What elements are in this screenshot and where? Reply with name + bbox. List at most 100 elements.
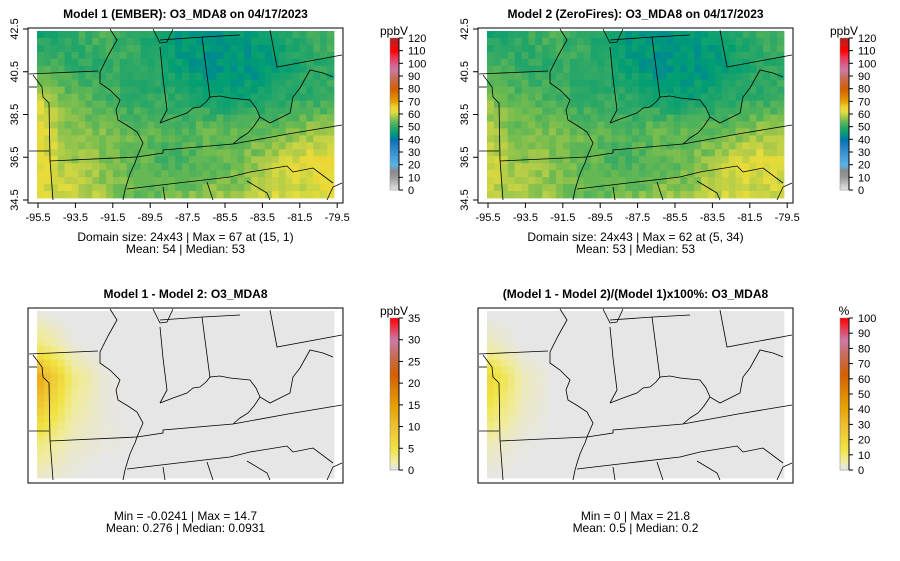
heat-cell: [292, 338, 300, 347]
heat-cell: [742, 415, 750, 423]
heat-cell: [195, 366, 204, 375]
heat-cell: [583, 142, 592, 150]
heat-cell: [292, 394, 300, 402]
heat-cell: [714, 317, 723, 326]
heat-cell: [119, 380, 128, 388]
heat-cell: [57, 51, 66, 60]
heat-cell: [244, 345, 252, 354]
heat-cell: [742, 100, 750, 108]
colorbar-segment: [840, 134, 849, 136]
heat-cell: [78, 352, 86, 361]
heat-cell: [133, 311, 142, 319]
heat-cell: [278, 107, 287, 115]
heat-cell: [728, 317, 737, 326]
heat-cell: [37, 65, 45, 74]
heat-cell: [666, 345, 674, 354]
heat-cell: [694, 436, 702, 444]
heat-cell: [161, 93, 169, 101]
heat-cell: [133, 142, 142, 150]
heat-cell: [763, 65, 771, 74]
heat-cell: [514, 359, 522, 368]
heat-cell: [237, 471, 245, 479]
heat-cell: [230, 352, 238, 361]
heat-cell: [583, 394, 592, 402]
colorbar-segment: [840, 48, 849, 50]
chart-title: (Model 1 - Model 2)/(Model 1)x100%: O3_M…: [503, 287, 769, 301]
heat-cell: [327, 450, 335, 458]
heat-cell: [161, 156, 169, 164]
heat-cell: [258, 380, 266, 388]
heat-cell: [542, 31, 550, 39]
heat-cell: [306, 191, 314, 199]
heat-cell: [728, 65, 737, 74]
heat-cell: [230, 359, 238, 368]
colorbar-segment: [390, 344, 399, 347]
heat-cell: [528, 149, 536, 157]
heat-cell: [244, 443, 252, 451]
heat-cell: [728, 380, 737, 388]
heat-cell: [687, 86, 695, 95]
heat-cell: [680, 107, 688, 115]
heat-cell: [292, 317, 300, 326]
colorbar-segment: [840, 321, 849, 324]
colorbar-segment: [390, 468, 399, 471]
heat-cell: [562, 464, 571, 472]
heat-cell: [590, 345, 598, 354]
heat-cell: [493, 44, 502, 53]
colorbar-segment: [840, 349, 849, 352]
heat-cell: [618, 317, 626, 326]
heat-cell: [43, 366, 52, 375]
heat-cell: [285, 128, 293, 136]
heat-cell: [140, 114, 148, 122]
heat-cell: [604, 100, 612, 108]
heat-cell: [645, 387, 654, 395]
heat-cell: [85, 58, 93, 67]
heat-cell: [237, 191, 245, 199]
heat-cell: [78, 422, 86, 430]
heat-cell: [92, 191, 100, 199]
heat-cell: [175, 44, 183, 53]
heat-cell: [99, 191, 107, 199]
heat-cell: [209, 93, 217, 101]
heat-cell: [493, 471, 502, 479]
colorbar-tick-label: 35: [408, 313, 420, 325]
heat-cell: [652, 464, 661, 472]
heat-cell: [618, 380, 626, 388]
heat-cell: [195, 408, 204, 416]
heat-cell: [749, 31, 757, 39]
colorbar-segment: [390, 438, 399, 440]
heat-cell: [285, 58, 293, 67]
heat-cell: [763, 311, 771, 319]
heat-cell: [175, 359, 183, 368]
heat-cell: [763, 72, 771, 81]
heat-cell: [223, 121, 231, 129]
heat-cell: [182, 429, 190, 437]
heat-cell: [742, 443, 750, 451]
heat-cell: [777, 100, 785, 108]
heat-cell: [659, 44, 667, 53]
heat-cell: [209, 401, 217, 409]
x-tick-label: -89.5: [588, 212, 613, 224]
heat-cell: [701, 380, 709, 388]
heat-cell: [244, 464, 252, 472]
heat-cell: [320, 107, 328, 115]
heat-cell: [126, 37, 135, 46]
heat-cell: [99, 415, 107, 423]
heat-cell: [99, 31, 107, 39]
state-border-line: [696, 180, 721, 201]
heat-cell: [763, 352, 771, 361]
heat-cell: [728, 436, 737, 444]
heat-cell: [188, 114, 197, 122]
heat-cell: [223, 107, 231, 115]
heat-cell: [763, 163, 771, 171]
heat-cell: [618, 443, 626, 451]
heat-cell: [549, 79, 557, 88]
heat-cell: [271, 338, 280, 347]
heat-cell: [106, 408, 114, 416]
heat-cell: [576, 44, 585, 53]
heat-cell: [666, 443, 674, 451]
heat-cell: [244, 366, 252, 375]
heat-cell: [320, 387, 328, 395]
heat-cell: [112, 317, 121, 326]
heat-cell: [673, 338, 681, 347]
